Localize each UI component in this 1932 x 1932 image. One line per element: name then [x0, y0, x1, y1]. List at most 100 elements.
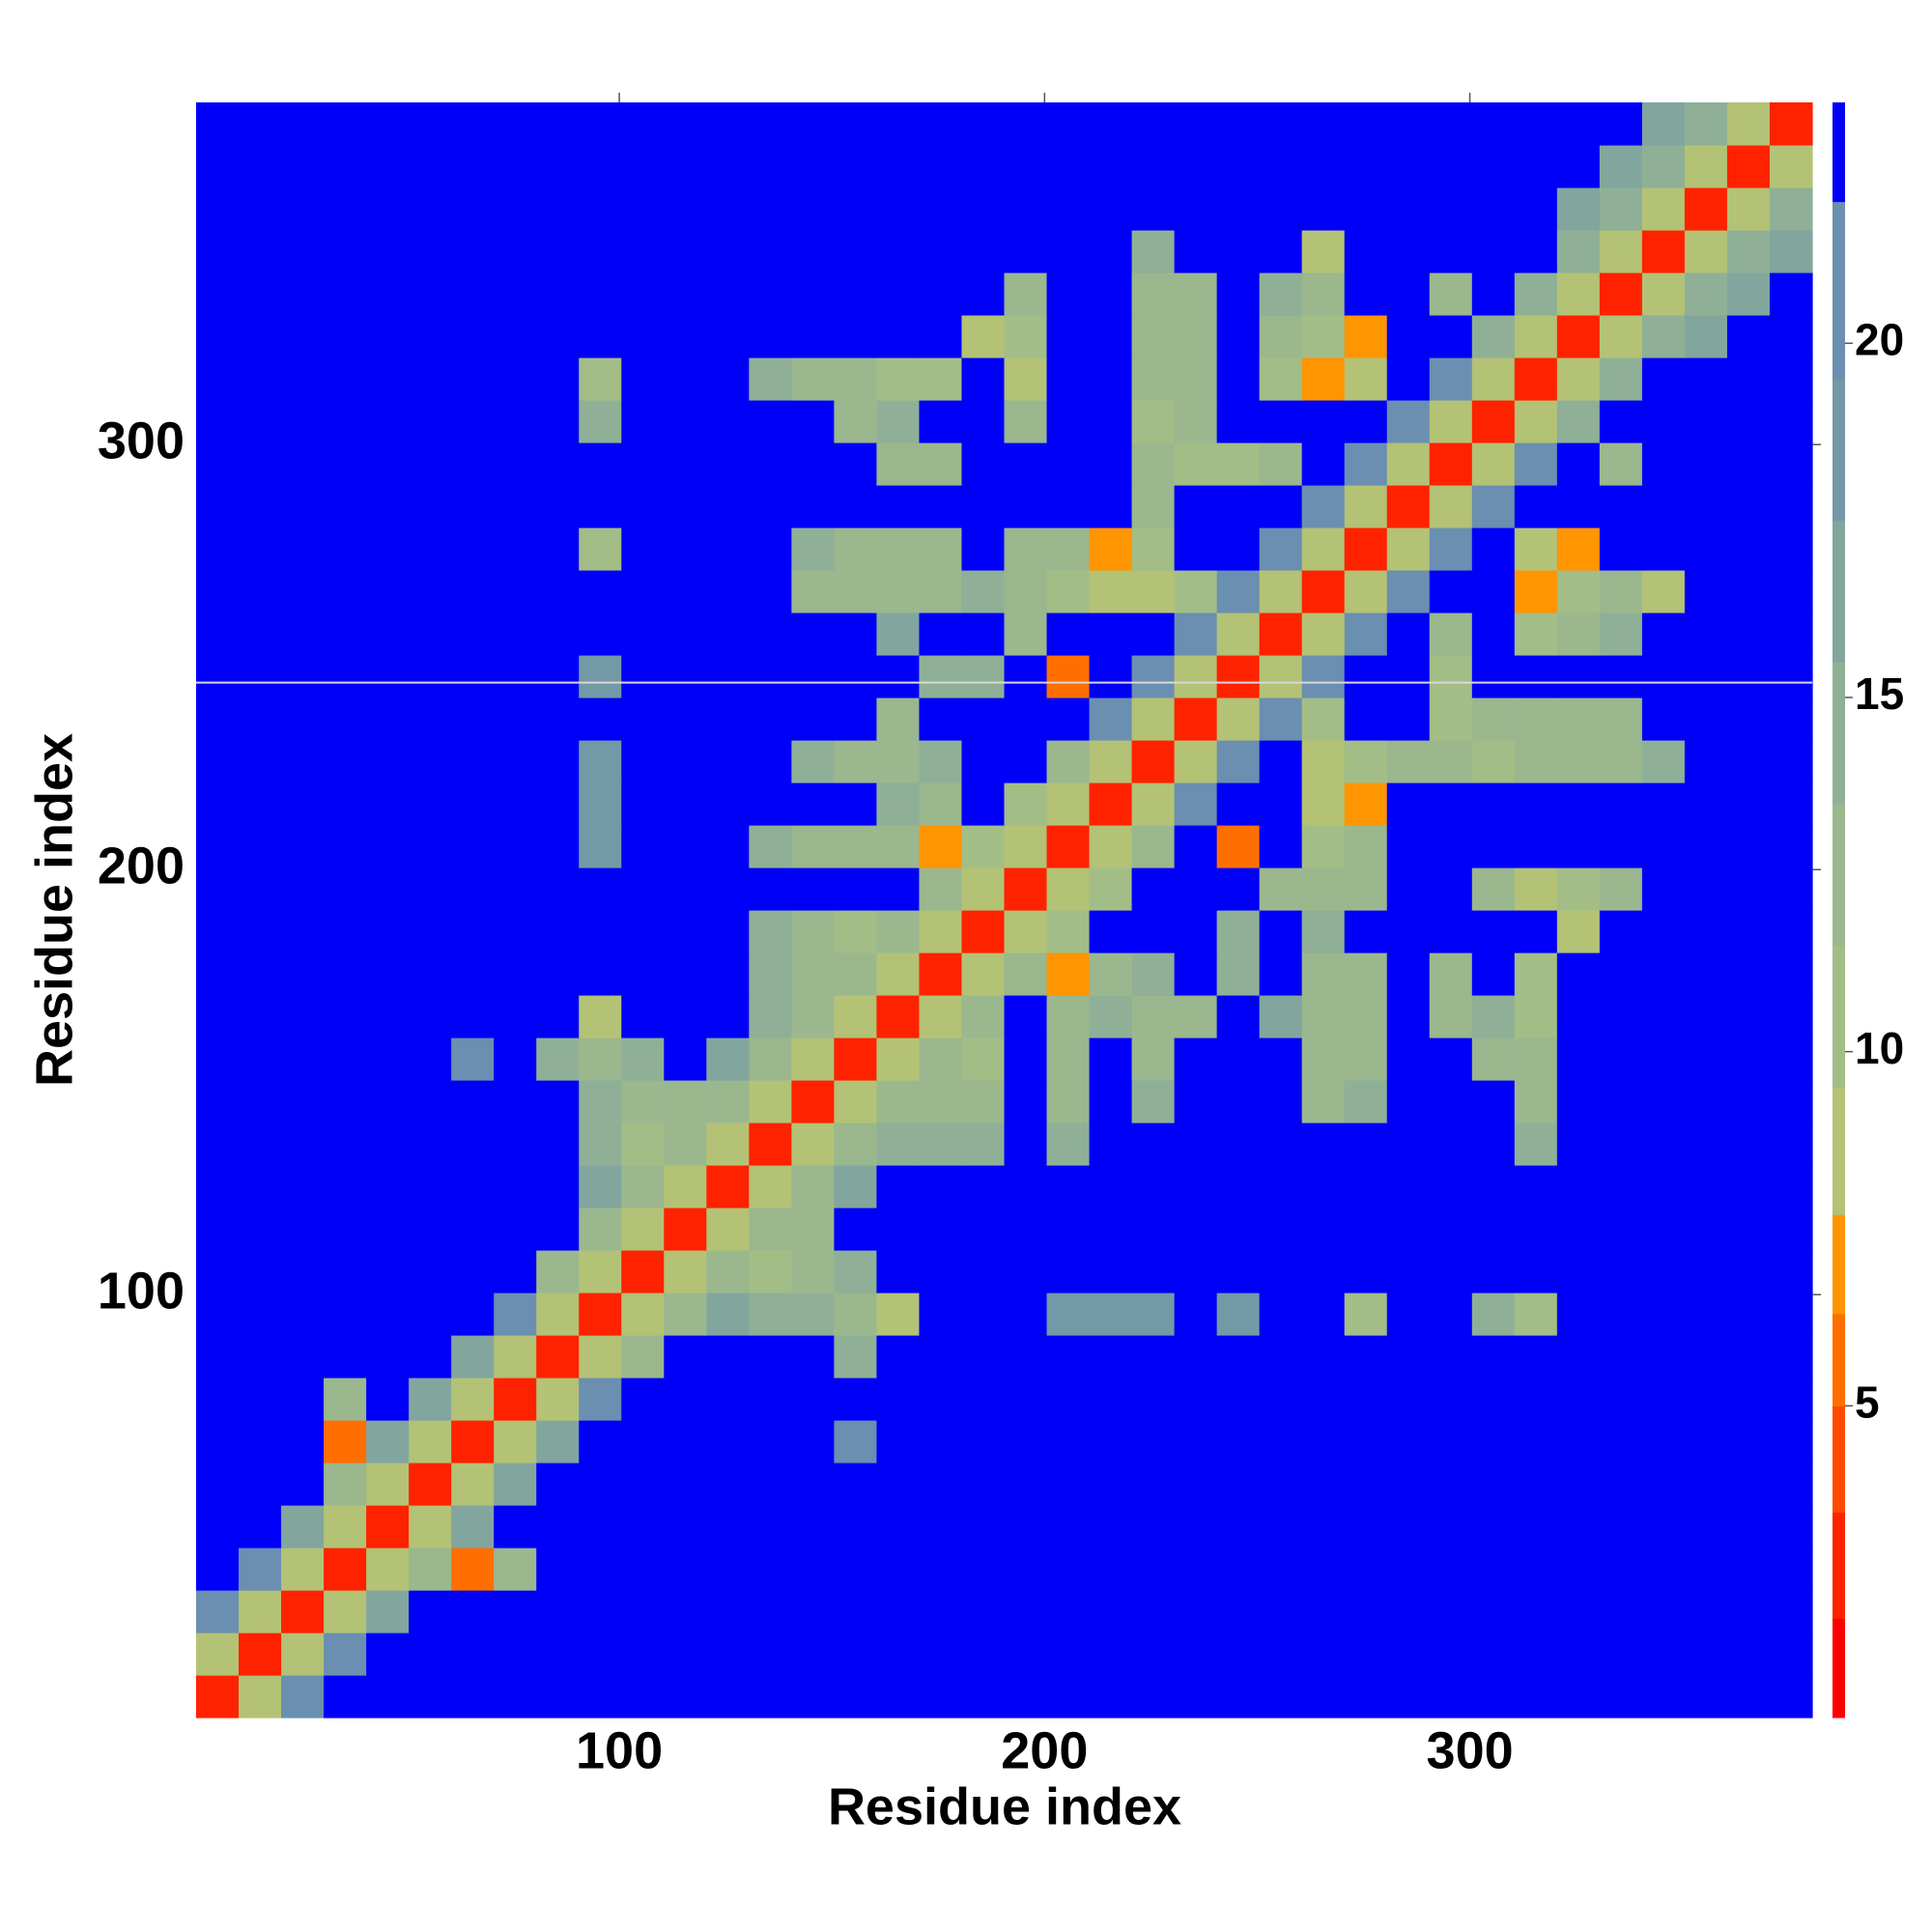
heatmap-cell [1344, 995, 1388, 1038]
heatmap-cell [706, 1208, 750, 1251]
heatmap-cell [791, 1463, 835, 1506]
heatmap-cell [834, 1080, 878, 1123]
heatmap-cell [1174, 1122, 1218, 1166]
heatmap-cell [1514, 272, 1558, 316]
heatmap-cell [1684, 145, 1728, 188]
heatmap-cell [791, 315, 835, 358]
heatmap-cell [791, 1080, 835, 1123]
heatmap-cell [494, 1122, 537, 1166]
heatmap-cell [961, 357, 1006, 401]
heatmap-cell [621, 1590, 665, 1634]
heatmap-cell [1131, 740, 1176, 783]
heatmap-cell [1684, 1293, 1728, 1336]
heatmap-cell [579, 187, 622, 231]
heatmap-cell [536, 1293, 580, 1336]
heatmap-cell [1726, 1590, 1771, 1634]
heatmap-cell [1429, 315, 1473, 358]
heatmap-cell [1174, 867, 1218, 911]
heatmap-cell [451, 867, 495, 911]
heatmap-cell [919, 272, 963, 316]
heatmap-cell [1216, 272, 1261, 316]
heatmap-cell [1599, 825, 1643, 868]
heatmap-cell [579, 655, 622, 698]
heatmap-cell [1004, 1208, 1048, 1251]
heatmap-cell [1259, 825, 1303, 868]
heatmap-cell [1301, 1293, 1346, 1336]
heatmap-cell [1471, 485, 1516, 528]
heatmap-cell [451, 1675, 495, 1719]
heatmap-cell [834, 230, 878, 273]
heatmap-cell [366, 867, 410, 911]
heatmap-cell [1514, 1293, 1558, 1336]
heatmap-cell [1174, 825, 1218, 868]
heatmap-cell [1726, 1165, 1771, 1208]
heatmap-cell [1684, 1165, 1728, 1208]
heatmap-cell [1131, 357, 1176, 401]
heatmap-cell [239, 867, 282, 911]
heatmap-cell [1514, 655, 1558, 698]
heatmap-cell [1599, 187, 1643, 231]
heatmap-cell [1046, 1122, 1091, 1166]
heatmap-cell [366, 1548, 410, 1591]
heatmap-cell [961, 782, 1006, 826]
heatmap-cell [1684, 400, 1728, 443]
heatmap-cell [1769, 612, 1813, 656]
heatmap-cell [1726, 272, 1771, 316]
heatmap-cell [1131, 1335, 1176, 1378]
heatmap-cell [1769, 1378, 1813, 1421]
heatmap-cell [1174, 485, 1218, 528]
heatmap-cell [1684, 1378, 1728, 1421]
heatmap-cell [791, 612, 835, 656]
heatmap-cell [1344, 952, 1388, 996]
heatmap-cell [494, 1208, 537, 1251]
heatmap-cell [324, 1633, 367, 1676]
heatmap-cell [451, 527, 495, 571]
heatmap-cell [1514, 1165, 1558, 1208]
heatmap-cell [536, 485, 580, 528]
heatmap-cell [239, 1548, 282, 1591]
heatmap-cell [791, 1293, 835, 1336]
heatmap-cell [1684, 1505, 1728, 1548]
heatmap-cell [1386, 357, 1431, 401]
heatmap-cell [1046, 1165, 1091, 1208]
heatmap-cell [1471, 825, 1516, 868]
heatmap-cell [1386, 825, 1431, 868]
heatmap-cell [579, 995, 622, 1038]
heatmap-cell [1259, 1335, 1303, 1378]
heatmap-cell [919, 655, 963, 698]
y-axis-label: Residue index [25, 733, 83, 1087]
heatmap-cell [706, 527, 750, 571]
heatmap-cell [366, 272, 410, 316]
heatmap-cell [1684, 952, 1728, 996]
heatmap-cell [621, 910, 665, 953]
heatmap-cell [1259, 315, 1303, 358]
heatmap-cell [239, 315, 282, 358]
heatmap-cell [706, 485, 750, 528]
heatmap-cell [1641, 145, 1686, 188]
heatmap-cell [1386, 1378, 1431, 1421]
heatmap-cell [1089, 1505, 1133, 1548]
heatmap-cell [1429, 995, 1473, 1038]
heatmap-cell [281, 315, 325, 358]
heatmap-cell [1089, 145, 1133, 188]
heatmap-cell [1641, 357, 1686, 401]
heatmap-cell [1386, 1293, 1431, 1336]
heatmap-cell [706, 1250, 750, 1293]
heatmap-cell [706, 867, 750, 911]
heatmap-cell [621, 485, 665, 528]
heatmap-cell [834, 102, 878, 146]
x-tick-label: 200 [1001, 1721, 1088, 1779]
heatmap-cell [366, 1122, 410, 1166]
heatmap-cell [876, 1293, 921, 1336]
heatmap-cell [451, 1037, 495, 1081]
heatmap-cell [1429, 1208, 1473, 1251]
heatmap-cell [196, 1335, 240, 1378]
heatmap-cell [451, 272, 495, 316]
heatmap-cell [1174, 1505, 1218, 1548]
heatmap-cell [239, 570, 282, 613]
heatmap-cell [1089, 102, 1133, 146]
heatmap-cell [834, 485, 878, 528]
heatmap-cell [1386, 1548, 1431, 1591]
heatmap-cell [1259, 1037, 1303, 1081]
